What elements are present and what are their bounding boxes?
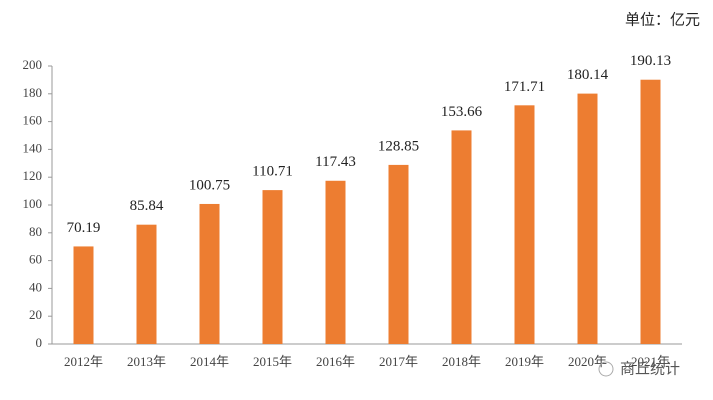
watermark: 商丘统计 — [620, 360, 680, 378]
y-tick-label: 0 — [36, 335, 43, 350]
value-label: 85.84 — [130, 198, 164, 214]
bar — [199, 203, 220, 344]
x-tick-label: 2017年 — [379, 354, 418, 369]
watermark-icon — [598, 361, 614, 377]
bar — [262, 190, 283, 344]
value-label: 171.71 — [504, 79, 545, 95]
x-tick-label: 2013年 — [127, 354, 166, 369]
bar — [640, 79, 661, 344]
y-tick-label: 160 — [23, 113, 43, 128]
x-tick-label: 2021年 — [631, 354, 670, 369]
x-tick-label: 2014年 — [190, 354, 229, 369]
value-label: 128.85 — [378, 138, 419, 154]
x-tick-label: 2019年 — [505, 354, 544, 369]
y-tick-label: 120 — [23, 168, 43, 183]
x-tick-label: 2012年 — [64, 354, 103, 369]
y-tick-label: 60 — [29, 252, 42, 267]
bar — [451, 130, 472, 344]
bar — [73, 246, 94, 344]
value-label: 110.71 — [252, 164, 293, 180]
bar — [577, 93, 598, 344]
y-tick-label: 20 — [29, 307, 42, 322]
y-tick-label: 100 — [23, 196, 43, 211]
value-label: 153.66 — [441, 104, 483, 120]
value-label: 180.14 — [567, 67, 609, 83]
y-tick-label: 140 — [23, 140, 43, 155]
value-label: 70.19 — [67, 220, 101, 236]
value-label: 100.75 — [189, 177, 230, 193]
y-tick-label: 180 — [23, 85, 43, 100]
bar — [388, 164, 409, 344]
y-tick-label: 200 — [23, 57, 43, 72]
bar — [325, 180, 346, 344]
value-label: 190.13 — [630, 53, 671, 69]
x-tick-label: 2015年 — [253, 354, 292, 369]
bar — [136, 224, 157, 344]
x-tick-label: 2018年 — [442, 354, 481, 369]
bar — [514, 105, 535, 345]
y-tick-label: 80 — [29, 224, 42, 239]
x-tick-label: 2020年 — [568, 354, 607, 369]
x-tick-label: 2016年 — [316, 354, 355, 369]
y-tick-label: 40 — [29, 279, 42, 294]
value-label: 117.43 — [315, 154, 356, 170]
unit-label: 单位：亿元 — [625, 11, 700, 29]
